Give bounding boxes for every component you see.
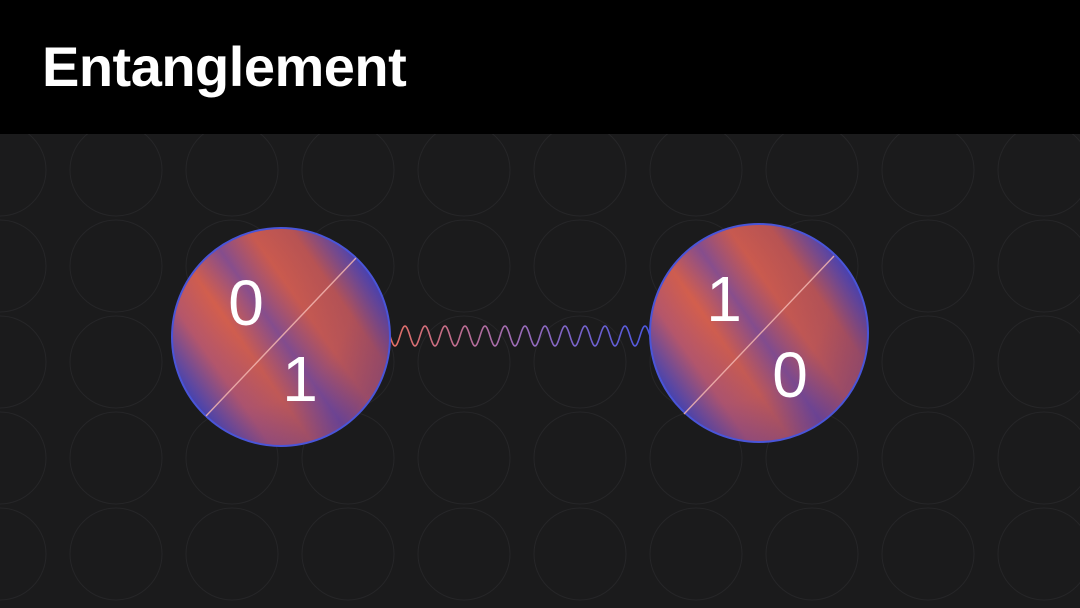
entanglement-diagram: 0 1 1 0 [0,134,1080,601]
qubit-left-bottom-digit: 1 [282,343,318,415]
qubit-right-top-digit: 1 [706,263,742,335]
background-grid [0,134,1080,601]
qubit-right-bottom-digit: 0 [772,339,808,411]
qubit-right: 1 0 [649,223,869,443]
entanglement-wave [389,325,651,347]
slide-title: Entanglement [42,35,407,98]
qubit-left-divider [205,257,357,417]
qubit-left-outline [171,227,391,447]
qubit-right-outline [649,223,869,443]
title-bar: Entanglement [0,0,1080,134]
qubit-right-divider [683,255,835,415]
qubit-left: 0 1 [171,227,391,447]
qubit-left-top-digit: 0 [228,267,264,339]
